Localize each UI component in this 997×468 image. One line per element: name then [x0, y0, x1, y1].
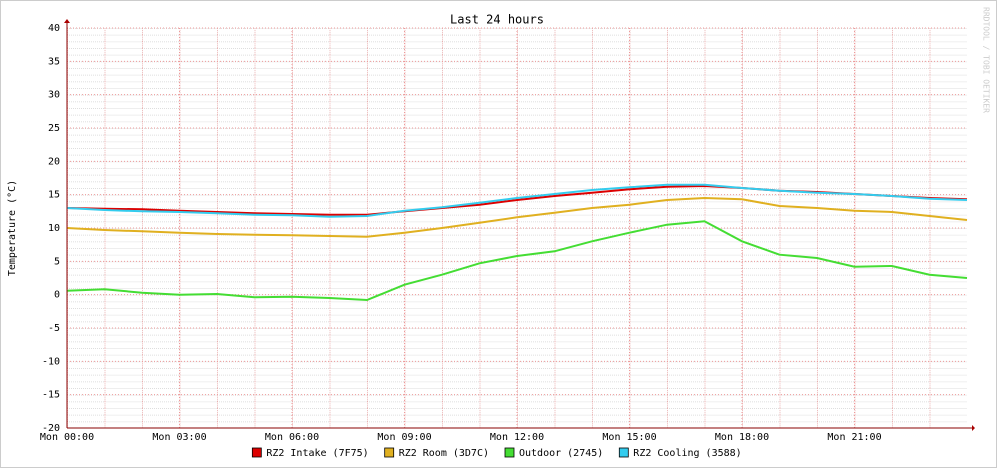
y-tick-label: 0	[54, 290, 60, 301]
series-line	[66, 196, 968, 238]
y-tick-label: -10	[42, 356, 60, 367]
x-tick-label: Mon 00:00	[40, 432, 94, 443]
series-line	[66, 220, 968, 302]
legend-label: Outdoor (2745)	[519, 448, 603, 459]
x-tick-label: Mon 21:00	[827, 432, 881, 443]
y-tick-label: 30	[48, 90, 60, 101]
legend-label: RZ2 Cooling (3588)	[633, 448, 741, 459]
axes	[66, 23, 972, 429]
y-tick-label: 10	[48, 223, 60, 234]
series-line	[66, 183, 968, 218]
y-tick-label: 35	[48, 56, 60, 67]
legend: RZ2 Intake (7F75) RZ2 Room (3D7C) Outdoor …	[251, 447, 742, 459]
y-tick-label: 15	[48, 190, 60, 201]
legend-swatch	[384, 447, 395, 458]
legend-label: RZ2 Room (3D7C)	[399, 448, 489, 459]
x-tick-label: Mon 18:00	[715, 432, 769, 443]
x-tick-label: Mon 09:00	[377, 432, 431, 443]
legend-swatch	[251, 447, 262, 458]
watermark: RRDTOOL / TOBI OETIKER	[982, 7, 991, 113]
legend-swatch	[504, 447, 515, 458]
x-tick-label: Mon 12:00	[490, 432, 544, 443]
y-tick-label: -20	[42, 423, 60, 434]
chart-title: Last 24 hours	[450, 13, 544, 27]
x-tick-label: Mon 06:00	[265, 432, 319, 443]
y-axis-label: Temperature (°C)	[7, 180, 18, 276]
y-tick-label: 25	[48, 123, 60, 134]
y-tick-label: 40	[48, 23, 60, 34]
x-tick-label: Mon 03:00	[152, 432, 206, 443]
y-tick-label: 5	[54, 256, 60, 267]
y-tick-label: -5	[48, 323, 60, 334]
legend-label: RZ2 Intake (7F75)	[266, 448, 368, 459]
y-tick-label: -15	[42, 390, 60, 401]
legend-swatch	[618, 447, 629, 458]
x-tick-label: Mon 15:00	[602, 432, 656, 443]
y-tick-label: 20	[48, 156, 60, 167]
